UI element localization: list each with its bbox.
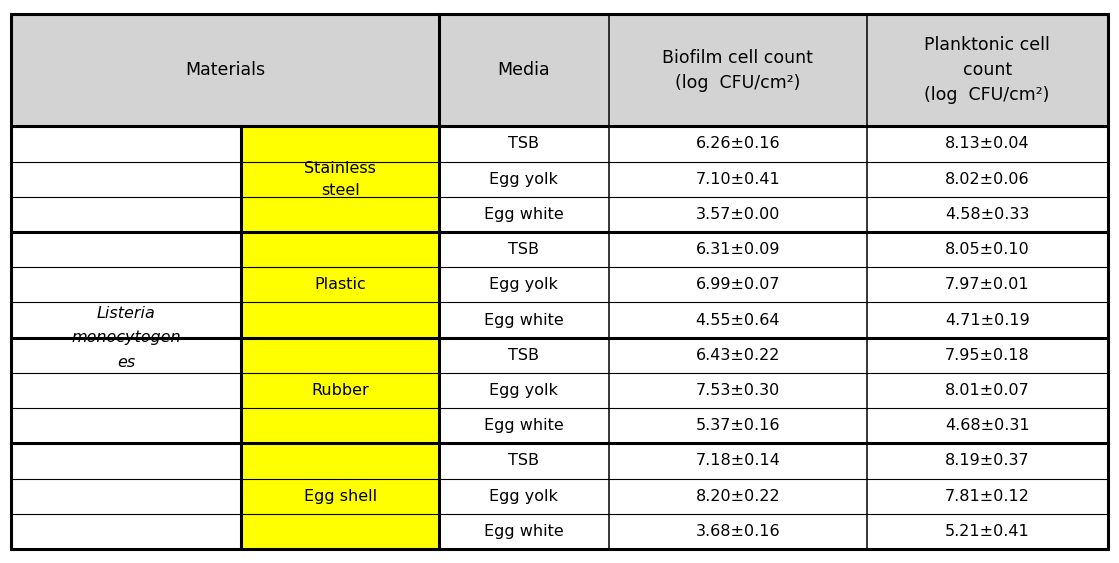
Text: Egg shell: Egg shell bbox=[303, 489, 377, 504]
Text: Egg yolk: Egg yolk bbox=[489, 383, 558, 398]
Text: 5.37±0.16: 5.37±0.16 bbox=[695, 418, 780, 433]
Text: Stainless
steel: Stainless steel bbox=[304, 160, 376, 198]
Bar bbox=[11, 127, 1108, 549]
Text: Plastic: Plastic bbox=[314, 278, 366, 292]
Text: 7.53±0.30: 7.53±0.30 bbox=[696, 383, 780, 398]
Text: Biofilm cell count
(log  CFU/cm²): Biofilm cell count (log CFU/cm²) bbox=[662, 49, 814, 92]
Text: 5.21±0.41: 5.21±0.41 bbox=[944, 524, 1029, 539]
Text: Egg yolk: Egg yolk bbox=[489, 172, 558, 187]
Text: 3.57±0.00: 3.57±0.00 bbox=[696, 207, 780, 222]
Text: Egg white: Egg white bbox=[485, 312, 564, 328]
Text: Rubber: Rubber bbox=[311, 383, 369, 398]
Bar bbox=[242, 443, 439, 549]
Text: 7.97±0.01: 7.97±0.01 bbox=[944, 278, 1029, 292]
Text: 4.71±0.19: 4.71±0.19 bbox=[944, 312, 1029, 328]
Text: Listeria
monocytogen
es: Listeria monocytogen es bbox=[72, 306, 181, 370]
Text: Planktonic cell
count
(log  CFU/cm²): Planktonic cell count (log CFU/cm²) bbox=[924, 36, 1050, 104]
Text: TSB: TSB bbox=[508, 242, 539, 257]
Text: 6.26±0.16: 6.26±0.16 bbox=[695, 136, 780, 151]
Text: 8.20±0.22: 8.20±0.22 bbox=[695, 489, 780, 504]
Text: 6.43±0.22: 6.43±0.22 bbox=[696, 348, 780, 363]
Text: 8.19±0.37: 8.19±0.37 bbox=[944, 453, 1029, 468]
Text: 3.68±0.16: 3.68±0.16 bbox=[695, 524, 780, 539]
Bar bbox=[242, 127, 439, 232]
Text: Media: Media bbox=[498, 61, 551, 79]
Bar bbox=[242, 232, 439, 338]
Text: 8.02±0.06: 8.02±0.06 bbox=[944, 172, 1029, 187]
Text: 4.55±0.64: 4.55±0.64 bbox=[695, 312, 780, 328]
Text: TSB: TSB bbox=[508, 453, 539, 468]
Text: Egg yolk: Egg yolk bbox=[489, 489, 558, 504]
Text: Materials: Materials bbox=[185, 61, 265, 79]
Text: 7.95±0.18: 7.95±0.18 bbox=[944, 348, 1029, 363]
Text: 8.13±0.04: 8.13±0.04 bbox=[944, 136, 1029, 151]
Text: 6.31±0.09: 6.31±0.09 bbox=[695, 242, 780, 257]
Text: Egg white: Egg white bbox=[485, 524, 564, 539]
Text: Egg white: Egg white bbox=[485, 207, 564, 222]
Text: 7.18±0.14: 7.18±0.14 bbox=[695, 453, 780, 468]
Text: 4.58±0.33: 4.58±0.33 bbox=[944, 207, 1029, 222]
Text: 7.10±0.41: 7.10±0.41 bbox=[695, 172, 780, 187]
Text: 7.81±0.12: 7.81±0.12 bbox=[944, 489, 1029, 504]
Text: 8.01±0.07: 8.01±0.07 bbox=[944, 383, 1029, 398]
Bar bbox=[11, 14, 1108, 127]
Text: 8.05±0.10: 8.05±0.10 bbox=[944, 242, 1029, 257]
Text: 6.99±0.07: 6.99±0.07 bbox=[695, 278, 780, 292]
Text: 4.68±0.31: 4.68±0.31 bbox=[944, 418, 1029, 433]
Text: TSB: TSB bbox=[508, 136, 539, 151]
Text: Egg white: Egg white bbox=[485, 418, 564, 433]
Text: TSB: TSB bbox=[508, 348, 539, 363]
Text: Egg yolk: Egg yolk bbox=[489, 278, 558, 292]
Bar bbox=[242, 338, 439, 443]
